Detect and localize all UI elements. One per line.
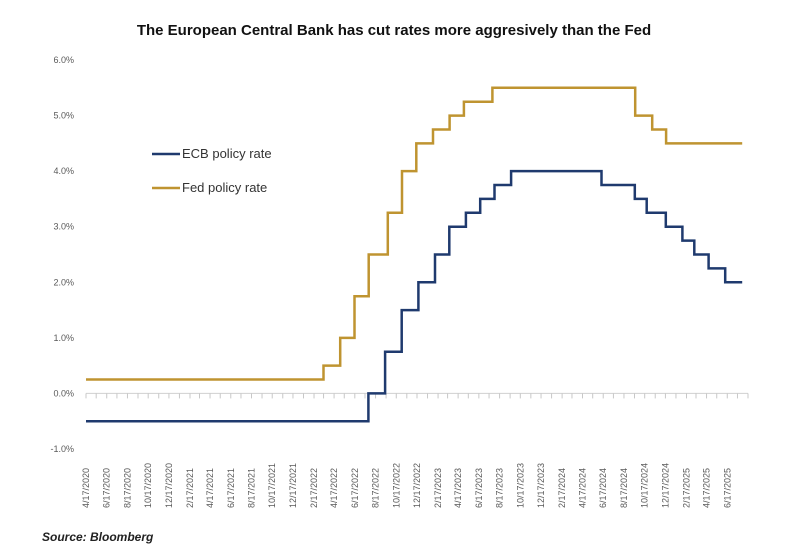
- x-tick-label: 10/17/2023: [515, 463, 525, 508]
- x-tick-label: 4/17/2021: [205, 468, 215, 508]
- x-tick-label: 8/17/2021: [247, 468, 257, 508]
- y-axis: -1.0% 0.0% 1.0% 2.0% 3.0% 4.0% 5.0% 6.0%: [50, 55, 74, 454]
- y-tick-label: 4.0%: [53, 166, 74, 176]
- y-tick-label: 1.0%: [53, 333, 74, 343]
- x-tick-label: 10/17/2021: [267, 463, 277, 508]
- x-tick-label: 10/17/2024: [640, 463, 650, 508]
- x-tick-label: 6/17/2024: [598, 468, 608, 508]
- x-tick-label: 8/17/2023: [495, 468, 505, 508]
- x-tick-label: 6/17/2022: [350, 468, 360, 508]
- y-tick-label: 6.0%: [53, 55, 74, 65]
- x-tick-label: 4/17/2020: [81, 468, 91, 508]
- x-tick-label: 8/17/2024: [619, 468, 629, 508]
- x-tick-label: 2/17/2022: [309, 468, 319, 508]
- x-tick-label: 6/17/2020: [102, 468, 112, 508]
- y-tick-label: 0.0%: [53, 388, 74, 398]
- x-tick-label: 2/17/2021: [185, 468, 195, 508]
- y-tick-label: 3.0%: [53, 222, 74, 232]
- legend: ECB policy rate Fed policy rate: [152, 146, 272, 195]
- x-tick-label: 12/17/2024: [660, 463, 670, 508]
- chart-title: The European Central Bank has cut rates …: [136, 22, 652, 39]
- x-tick-label: 8/17/2020: [122, 468, 132, 508]
- x-tick-label: 6/17/2021: [226, 468, 236, 508]
- x-tick-label: 4/17/2025: [702, 468, 712, 508]
- x-tick-label: 10/17/2022: [391, 463, 401, 508]
- y-tick-label: 2.0%: [53, 277, 74, 287]
- x-tick-label: 6/17/2023: [474, 468, 484, 508]
- x-tick-label: 6/17/2025: [722, 468, 732, 508]
- x-tick-label: 2/17/2025: [681, 468, 691, 508]
- x-tick-label: 10/17/2020: [143, 463, 153, 508]
- ecb-policy-rate-legend-label: ECB policy rate: [182, 146, 272, 161]
- x-tick-label: 12/17/2022: [412, 463, 422, 508]
- ecb-policy-rate-line: [86, 169, 743, 423]
- x-tick-label: 12/17/2021: [288, 463, 298, 508]
- fed-policy-rate-line: [86, 86, 743, 381]
- x-axis: 4/17/2020 6/17/2020 8/17/2020 10/17/2020 12/…: [81, 392, 749, 508]
- x-tick-label: 8/17/2022: [371, 468, 381, 508]
- x-tick-label: 4/17/2022: [329, 468, 339, 508]
- source-note: Source: Bloomberg: [42, 530, 154, 544]
- series-lines: [86, 86, 743, 423]
- y-tick-label: -1.0%: [50, 444, 74, 454]
- x-tick-label: 12/17/2020: [164, 463, 174, 508]
- y-tick-label: 5.0%: [53, 111, 74, 121]
- x-tick-label: 4/17/2023: [453, 468, 463, 508]
- x-tick-label: 2/17/2023: [433, 468, 443, 508]
- x-tick-label: 12/17/2023: [536, 463, 546, 508]
- x-tick-label: 2/17/2024: [557, 468, 567, 508]
- x-tick-label: 4/17/2024: [578, 468, 588, 508]
- fed-policy-rate-legend-label: Fed policy rate: [182, 180, 267, 195]
